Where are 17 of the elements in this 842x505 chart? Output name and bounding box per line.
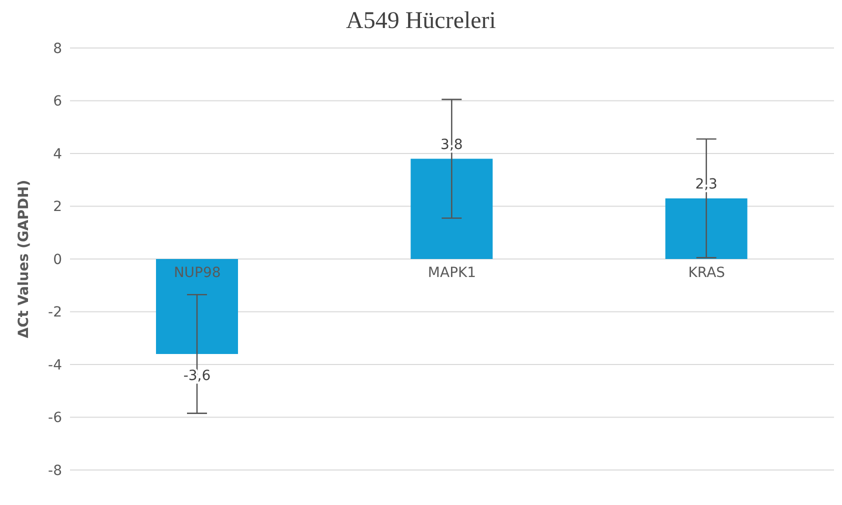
y-axis-title: ΔCt Values (GAPDH) bbox=[16, 180, 32, 338]
chart-title: A549 Hücreleri bbox=[345, 8, 497, 35]
y-tick-label: 4 bbox=[53, 146, 62, 162]
y-tick-label: 6 bbox=[53, 94, 62, 110]
x-tick-label: MAPK1 bbox=[428, 265, 476, 281]
bar bbox=[410, 158, 493, 259]
y-tick-label: 8 bbox=[53, 40, 62, 57]
y-tick-label: -8 bbox=[48, 462, 62, 479]
y-tick-label: 0 bbox=[53, 252, 62, 268]
bar bbox=[156, 259, 238, 354]
y-tick-label: 2 bbox=[53, 199, 62, 216]
bar bbox=[665, 198, 748, 259]
x-tick-label: KRAS bbox=[688, 265, 726, 281]
y-tick-label: -2 bbox=[48, 304, 62, 321]
x-tick-label: NUP98 bbox=[174, 265, 221, 281]
y-tick-label: -4 bbox=[48, 357, 62, 374]
y-tick-label: -6 bbox=[48, 410, 62, 426]
